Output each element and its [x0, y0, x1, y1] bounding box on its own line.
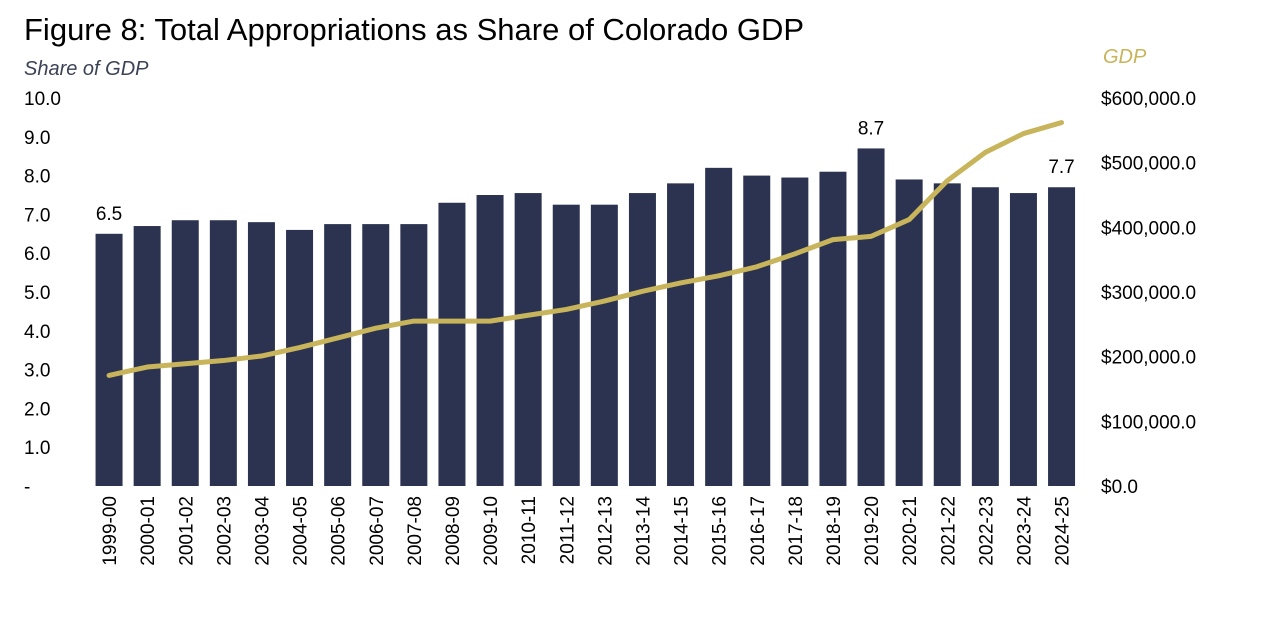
x-tick-label: 2015-16	[710, 496, 731, 566]
x-tick-label: 2006-07	[367, 496, 388, 566]
bar-2004-05	[286, 229, 314, 487]
x-tick-label: 2011-12	[557, 496, 578, 564]
bar-2019-20	[857, 148, 885, 486]
right-axis-ticks: $0.0 $100,000.0 $200,000.0 $300,000.0 $400,0…	[1101, 89, 1196, 498]
data-label-2019-20: 8.7	[858, 118, 884, 139]
bar-2021-22	[933, 183, 961, 487]
left-tick-label: 1.0	[24, 438, 50, 459]
bar-2023-24	[1009, 193, 1037, 486]
bar-2012-13	[590, 204, 618, 486]
left-tick-label: 10.0	[24, 89, 61, 110]
x-tick-label: 2021-22	[938, 496, 959, 566]
x-tick-label: 2012-13	[595, 496, 616, 566]
right-tick-label: $400,000.0	[1101, 218, 1196, 239]
bars-layer	[95, 148, 1076, 487]
left-tick-label: -	[24, 477, 30, 498]
right-tick-label: $0.0	[1101, 477, 1138, 498]
right-tick-label: $200,000.0	[1101, 348, 1196, 369]
left-tick-label: 8.0	[24, 167, 50, 188]
x-tick-label: 2013-14	[633, 496, 654, 566]
bar-2024-25	[1048, 187, 1076, 487]
left-axis-ticks: - 1.0 2.0 3.0 4.0 5.0 6.0 7.0 8.0 9.0 10.0	[24, 89, 61, 498]
x-tick-label: 2023-24	[1014, 496, 1035, 566]
x-tick-label: 1999-00	[100, 496, 121, 566]
bar-2011-12	[552, 204, 580, 486]
left-tick-label: 7.0	[24, 205, 50, 226]
bar-2010-11	[514, 193, 542, 486]
left-tick-label: 3.0	[24, 361, 50, 382]
x-tick-label: 2020-21	[900, 496, 921, 566]
x-tick-label: 2000-01	[138, 496, 159, 566]
x-tick-label: 2010-11	[519, 496, 540, 564]
bar-2008-09	[438, 202, 466, 486]
data-label-1999-00: 6.5	[96, 204, 122, 225]
gdp-line-layer	[106, 120, 1065, 378]
left-axis-title: Share of GDP	[24, 58, 149, 80]
bar-2006-07	[362, 224, 390, 486]
x-axis-ticks: 1999-00 2000-01 2001-02 2002-03 2003-04 2004-…	[100, 496, 1074, 566]
x-tick-label: 2016-17	[748, 496, 769, 566]
left-tick-label: 5.0	[24, 283, 50, 304]
left-tick-label: 9.0	[24, 128, 50, 149]
bar-1999-00	[95, 233, 123, 486]
chart-title: Figure 8: Total Appropriations as Share …	[24, 12, 805, 47]
x-tick-label: 2005-06	[329, 496, 350, 566]
x-tick-label: 2018-19	[824, 496, 845, 566]
left-tick-label: 2.0	[24, 399, 50, 420]
right-tick-label: $300,000.0	[1101, 283, 1196, 304]
bar-2002-03	[209, 220, 237, 486]
x-tick-label: 2022-23	[976, 496, 997, 566]
x-tick-label: 2004-05	[291, 496, 312, 566]
bar-2022-23	[971, 187, 999, 487]
bar-2000-01	[133, 226, 161, 487]
bar-2005-06	[324, 224, 352, 486]
right-axis-title: GDP	[1103, 46, 1147, 68]
bar-2001-02	[171, 220, 199, 486]
bar-2017-18	[781, 177, 809, 487]
bar-2007-08	[400, 224, 428, 486]
right-tick-label: $600,000.0	[1101, 89, 1196, 110]
x-tick-label: 2019-20	[862, 496, 883, 566]
bar-2013-14	[628, 193, 656, 486]
bar-2015-16	[705, 167, 733, 486]
x-tick-label: 2009-10	[481, 496, 502, 566]
right-tick-label: $100,000.0	[1101, 412, 1196, 433]
bar-2009-10	[476, 195, 504, 486]
right-tick-label: $500,000.0	[1101, 154, 1196, 175]
left-tick-label: 6.0	[24, 244, 50, 265]
data-label-2024-25: 7.7	[1048, 157, 1074, 178]
data-labels-layer: 6.5 8.7 7.7	[96, 118, 1075, 224]
x-tick-label: 2002-03	[214, 496, 235, 566]
bar-2020-21	[895, 179, 923, 487]
x-tick-label: 2014-15	[672, 496, 693, 566]
x-tick-label: 2003-04	[252, 496, 273, 566]
bar-2018-19	[819, 171, 847, 486]
bar-2016-17	[743, 175, 771, 486]
gdp-line	[106, 120, 1065, 378]
x-tick-label: 2008-09	[443, 496, 464, 566]
x-tick-label: 2024-25	[1053, 496, 1074, 566]
left-tick-label: 4.0	[24, 322, 50, 343]
bar-2014-15	[667, 183, 695, 487]
x-tick-label: 2001-02	[176, 496, 197, 566]
x-tick-label: 2017-18	[786, 496, 807, 566]
x-tick-label: 2007-08	[405, 496, 426, 566]
